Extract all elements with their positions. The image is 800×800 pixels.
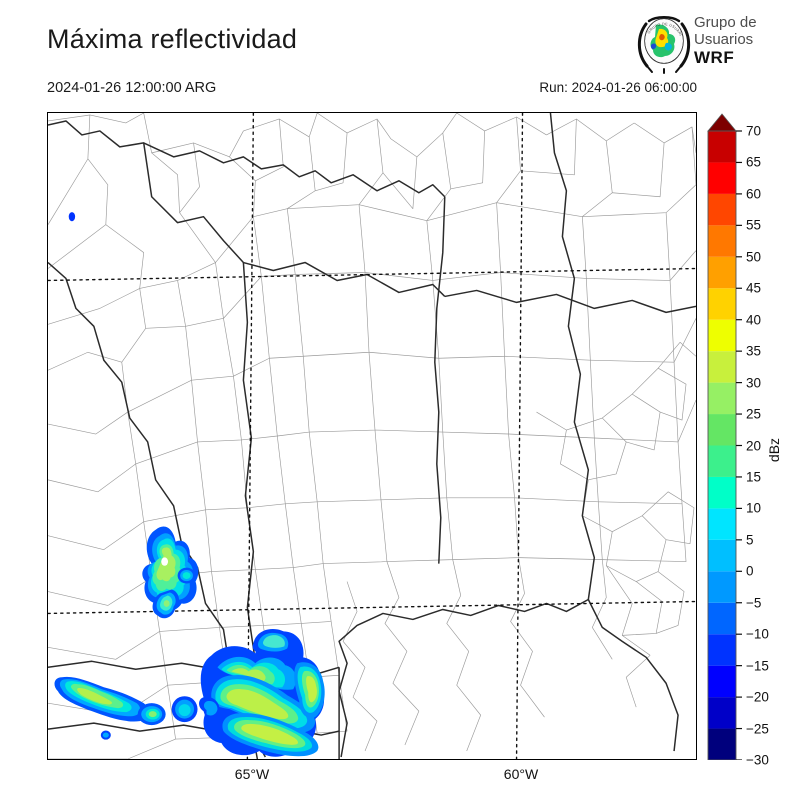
reflectivity-colorbar: 70 65 60 55 50 45 40 35 30 25 20 15 10 5 0 −5 −10 −15 −20−… bbox=[706, 112, 800, 768]
model-run-label: Run: 2024-01-26 06:00:00 bbox=[539, 80, 697, 95]
echo-isolated-cell-northwest bbox=[68, 212, 76, 222]
echo-cuyo-convective-band bbox=[142, 526, 199, 619]
colorbar-tick-25: 25 bbox=[746, 406, 762, 422]
colorbar-tick-20: 20 bbox=[746, 438, 762, 453]
colorbar-unit-label: dBz bbox=[766, 437, 783, 463]
colorbar-tick-minus5: −5 bbox=[746, 595, 762, 611]
colorbar-tick-50: 50 bbox=[746, 249, 762, 265]
colorbar-tick-15: 15 bbox=[746, 469, 762, 485]
logo-line-1: Grupo de bbox=[694, 14, 757, 31]
colorbar-tick-minus30: −30 bbox=[746, 752, 769, 768]
gridline-lat-35S bbox=[48, 600, 696, 615]
colorbar-tick-30: 30 bbox=[746, 375, 762, 391]
reflectivity-echo-field bbox=[54, 212, 325, 757]
gridline-lat-30S bbox=[48, 267, 696, 282]
colorbar-tick-35: 35 bbox=[746, 343, 762, 359]
lon-label-65W: 65°W bbox=[234, 766, 270, 782]
colorbar-tick-70: 70 bbox=[746, 123, 762, 139]
page-title: Máxima reflectividad bbox=[47, 24, 298, 54]
logo-line-3: WRF bbox=[694, 48, 735, 67]
wrf-globe-emblem-icon: GRUPO DE USUARIOS WRF ARG bbox=[636, 12, 691, 74]
echo-southern-mcs-arc bbox=[199, 629, 325, 757]
lon-label-60W: 60°W bbox=[503, 766, 539, 782]
logo-line-2: Usuarios bbox=[694, 31, 754, 48]
colorbar-tick-60: 60 bbox=[746, 186, 762, 202]
colorbar-tick-5: 5 bbox=[746, 532, 754, 548]
department-boundaries bbox=[48, 113, 696, 759]
colorbar-tick-65: 65 bbox=[746, 154, 762, 170]
colorbar-tick-45: 45 bbox=[746, 280, 762, 296]
province-and-country-borders bbox=[48, 113, 696, 759]
wrf-user-group-logo: GRUPO DE USUARIOS WRF ARG Grupo de Usuar… bbox=[636, 12, 796, 74]
valid-time-label: 2024-01-26 12:00:00 ARG bbox=[47, 80, 217, 96]
gridline-lon-60W bbox=[515, 113, 524, 759]
echo-western-streak bbox=[54, 676, 198, 740]
colorbar-tick-0: 0 bbox=[746, 563, 754, 579]
colorbar-tick-55: 55 bbox=[746, 217, 762, 233]
map-canvas[interactable] bbox=[47, 112, 697, 760]
colorbar-swatches bbox=[707, 113, 742, 760]
logo-wordmark: Grupo de Usuarios WRF bbox=[694, 14, 796, 67]
colorbar-tick-minus25: −25 bbox=[746, 721, 769, 737]
map-layers bbox=[48, 113, 696, 759]
graticule-lines bbox=[48, 113, 696, 759]
colorbar-tick-minus10: −10 bbox=[746, 626, 769, 642]
colorbar-tick-minus15: −15 bbox=[746, 658, 769, 674]
colorbar-tick-10: 10 bbox=[746, 500, 762, 516]
colorbar-tick-40: 40 bbox=[746, 312, 762, 328]
colorbar-tick-minus20: −20 bbox=[746, 689, 769, 705]
